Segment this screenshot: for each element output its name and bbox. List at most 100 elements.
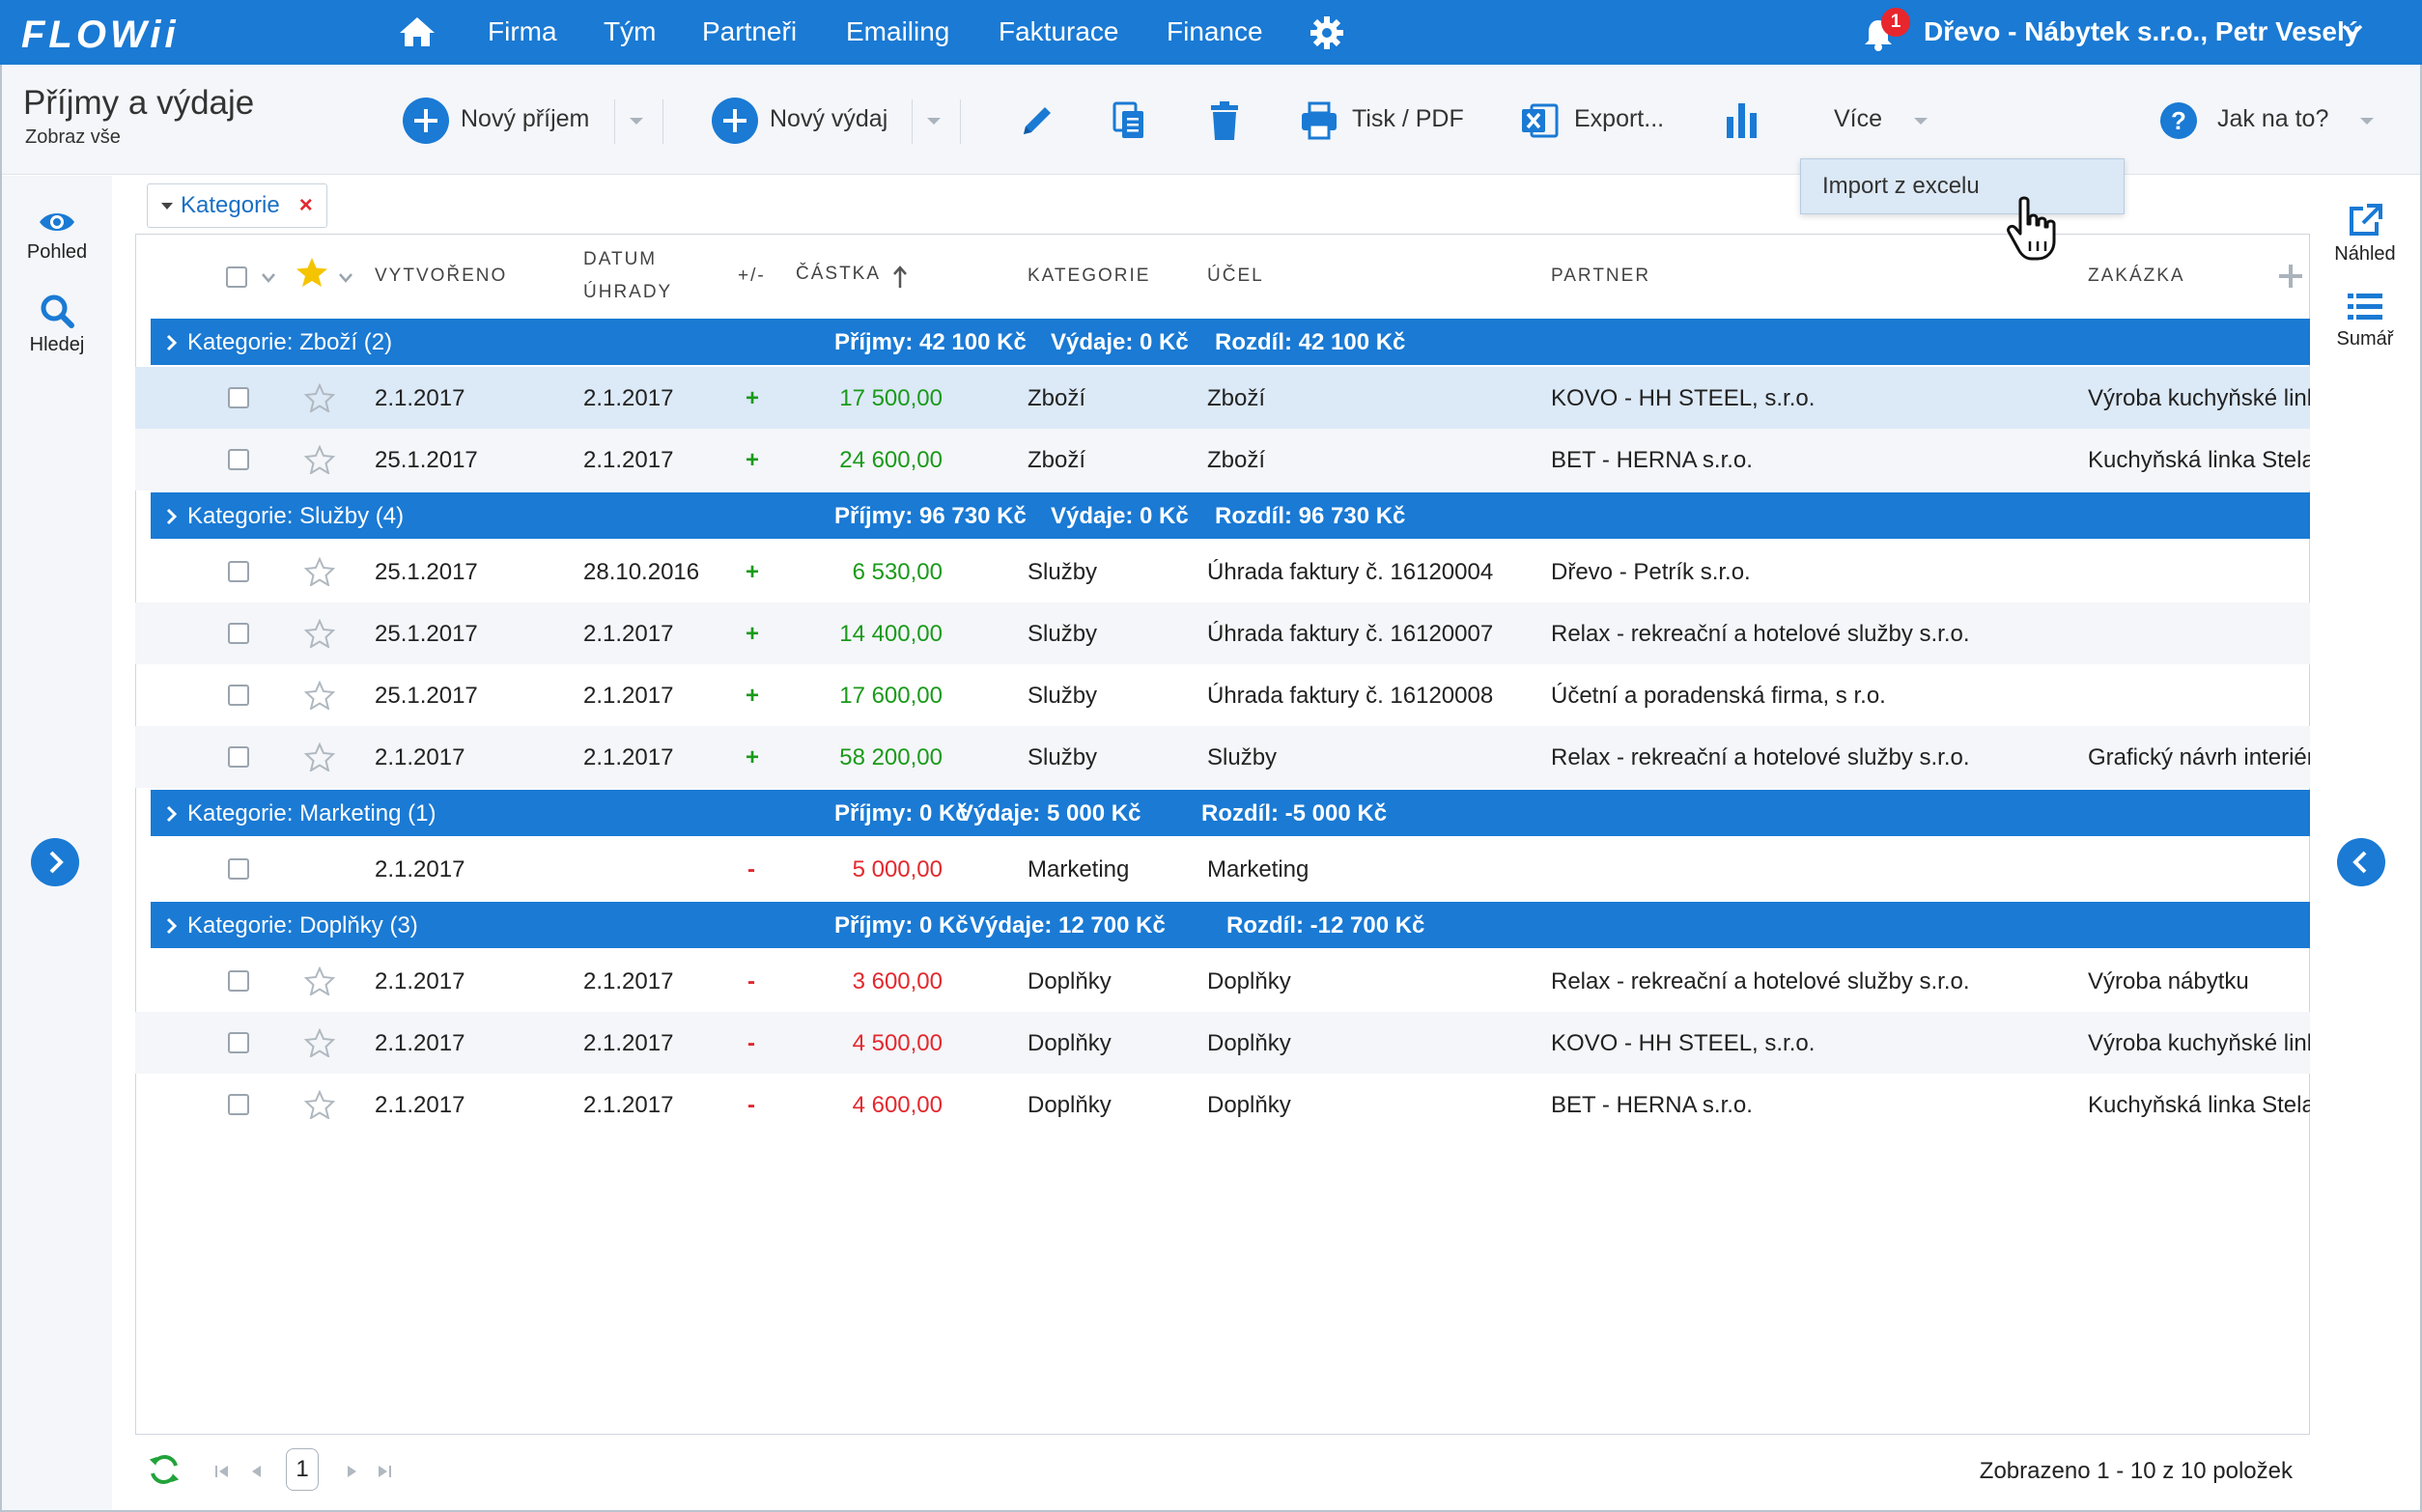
group-header-marketing[interactable]: Kategorie: Marketing (1) Příjmy: 0 Kč Vý… — [151, 790, 2310, 836]
expand-right-panel-button[interactable] — [2337, 838, 2385, 886]
nav-fakturace[interactable]: Fakturace — [999, 16, 1119, 46]
row-checkbox[interactable] — [228, 685, 249, 706]
new-expense-button[interactable]: Nový výdaj — [770, 105, 888, 132]
star-outline-icon[interactable] — [304, 681, 335, 710]
bar-chart-icon[interactable] — [1721, 99, 1763, 142]
star-outline-icon[interactable] — [304, 1028, 335, 1057]
star-outline-icon[interactable] — [304, 557, 335, 586]
row-checkbox[interactable] — [228, 1094, 249, 1115]
expand-left-panel-button[interactable] — [31, 838, 79, 886]
group-header-doplnky[interactable]: Kategorie: Doplňky (3) Příjmy: 0 Kč Výda… — [151, 902, 2310, 948]
table-row[interactable]: 2.1.2017 2.1.2017 + 58 200,00 Služby Slu… — [135, 726, 2310, 788]
filter-chip-category[interactable]: Kategorie × — [147, 183, 327, 228]
row-checkbox[interactable] — [228, 561, 249, 582]
sort-ascending-icon[interactable] — [892, 265, 908, 290]
edit-pencil-icon[interactable] — [1016, 99, 1058, 142]
import-excel-menu-item[interactable]: Import z excelu — [1822, 173, 1980, 199]
chevron-right-icon — [166, 334, 178, 351]
cell-category: Doplňky — [1028, 1030, 1112, 1056]
column-created[interactable]: VYTVOŘENO — [375, 266, 508, 286]
chevron-down-icon[interactable] — [261, 272, 276, 284]
nav-tym[interactable]: Tým — [604, 16, 657, 46]
column-order[interactable]: ZAKÁZKA — [2088, 266, 2185, 286]
add-column-icon[interactable] — [2277, 263, 2304, 290]
star-outline-icon[interactable] — [304, 966, 335, 995]
view-filter-label[interactable]: Zobraz vše — [25, 126, 121, 148]
chevron-down-icon[interactable] — [2358, 115, 2376, 126]
printer-icon[interactable] — [1298, 99, 1340, 142]
new-income-button[interactable]: Nový příjem — [461, 105, 590, 132]
star-outline-icon[interactable] — [304, 383, 335, 412]
refresh-icon[interactable] — [147, 1452, 182, 1487]
table-row[interactable]: 2.1.2017 - 5 000,00 Marketing Marketing — [135, 838, 2310, 900]
star-outline-icon[interactable] — [304, 742, 335, 771]
table-row[interactable]: 25.1.2017 2.1.2017 + 17 600,00 Služby Úh… — [135, 664, 2310, 726]
column-amount[interactable]: ČÁSTKA — [796, 264, 882, 284]
summary-panel-button[interactable]: Sumář — [2310, 292, 2420, 350]
remove-filter-icon[interactable]: × — [298, 192, 313, 218]
plus-circle-icon[interactable] — [712, 98, 758, 144]
star-outline-icon[interactable] — [304, 619, 335, 648]
chevron-down-icon[interactable] — [925, 115, 943, 126]
row-checkbox[interactable] — [228, 858, 249, 880]
row-checkbox[interactable] — [228, 623, 249, 644]
star-filled-icon[interactable] — [296, 257, 328, 288]
more-menu-button[interactable]: Více — [1834, 105, 1883, 132]
help-button[interactable]: Jak na to? — [2217, 105, 2329, 132]
column-partner[interactable]: PARTNER — [1551, 266, 1651, 286]
group-header-zbozi[interactable]: Kategorie: Zboží (2) Příjmy: 42 100 Kč V… — [151, 319, 2310, 365]
plus-circle-icon[interactable] — [403, 98, 449, 144]
nav-emailing[interactable]: Emailing — [846, 16, 950, 46]
chevron-right-icon — [166, 805, 178, 823]
table-row[interactable]: 2.1.2017 2.1.2017 - 4 500,00 Doplňky Dop… — [135, 1012, 2310, 1074]
filter-chip-label: Kategorie — [181, 192, 280, 218]
trash-icon[interactable] — [1203, 99, 1246, 142]
next-page-icon[interactable] — [342, 1462, 361, 1481]
star-outline-icon[interactable] — [304, 445, 335, 474]
table-row[interactable]: 25.1.2017 28.10.2016 + 6 530,00 Služby Ú… — [135, 541, 2310, 602]
column-due-date-line1[interactable]: DATUM — [583, 249, 658, 269]
row-checkbox[interactable] — [228, 449, 249, 470]
nav-firma[interactable]: Firma — [488, 16, 557, 46]
table-row[interactable]: 25.1.2017 2.1.2017 + 14 400,00 Služby Úh… — [135, 602, 2310, 664]
column-sign[interactable]: +/- — [738, 266, 766, 286]
copy-icon[interactable] — [1109, 99, 1151, 142]
company-user-menu[interactable]: Dřevo - Nábytek s.r.o., Petr Veselý — [1924, 16, 2360, 46]
chevron-down-icon[interactable] — [2341, 23, 2364, 39]
column-due-date-line2[interactable]: ÚHRADY — [583, 282, 673, 302]
view-panel-button[interactable]: Pohled — [2, 209, 112, 264]
column-purpose[interactable]: ÚČEL — [1207, 266, 1264, 286]
first-page-icon[interactable] — [212, 1462, 232, 1481]
table-row[interactable]: 25.1.2017 2.1.2017 + 24 600,00 Zboží Zbo… — [135, 429, 2310, 490]
table-row[interactable]: 2.1.2017 2.1.2017 - 4 600,00 Doplňky Dop… — [135, 1074, 2310, 1135]
last-page-icon[interactable] — [375, 1462, 394, 1481]
table-row[interactable]: 2.1.2017 2.1.2017 - 3 600,00 Doplňky Dop… — [135, 950, 2310, 1012]
export-button[interactable]: Export... — [1574, 105, 1665, 132]
select-all-checkbox[interactable] — [226, 266, 247, 288]
column-category[interactable]: KATEGORIE — [1028, 266, 1151, 286]
chevron-down-icon[interactable] — [1912, 115, 1929, 126]
row-checkbox[interactable] — [228, 1032, 249, 1053]
svg-text:?: ? — [2171, 106, 2186, 135]
table-row[interactable]: 2.1.2017 2.1.2017 + 17 500,00 Zboží Zbož… — [135, 367, 2310, 429]
gear-icon[interactable] — [1310, 15, 1344, 50]
previous-page-icon[interactable] — [247, 1462, 267, 1481]
print-pdf-button[interactable]: Tisk / PDF — [1352, 105, 1464, 132]
cell-amount: 3 600,00 — [852, 968, 943, 994]
row-checkbox[interactable] — [228, 970, 249, 992]
preview-panel-button[interactable]: Náhled — [2310, 203, 2420, 266]
home-icon[interactable] — [398, 15, 437, 48]
star-outline-icon[interactable] — [304, 1090, 335, 1119]
nav-partneri[interactable]: Partneři — [702, 16, 798, 46]
row-checkbox[interactable] — [228, 387, 249, 408]
group-header-sluzby[interactable]: Kategorie: Služby (4) Příjmy: 96 730 Kč … — [151, 492, 2310, 539]
search-panel-button[interactable]: Hledej — [2, 294, 112, 356]
help-icon[interactable]: ? — [2159, 101, 2198, 140]
excel-export-icon[interactable] — [1518, 99, 1561, 142]
app-logo[interactable]: FLOWii — [21, 14, 180, 56]
nav-finance[interactable]: Finance — [1167, 16, 1263, 46]
chevron-down-icon[interactable] — [338, 272, 353, 284]
chevron-down-icon[interactable] — [628, 115, 645, 126]
current-page[interactable]: 1 — [286, 1448, 319, 1491]
row-checkbox[interactable] — [228, 746, 249, 768]
